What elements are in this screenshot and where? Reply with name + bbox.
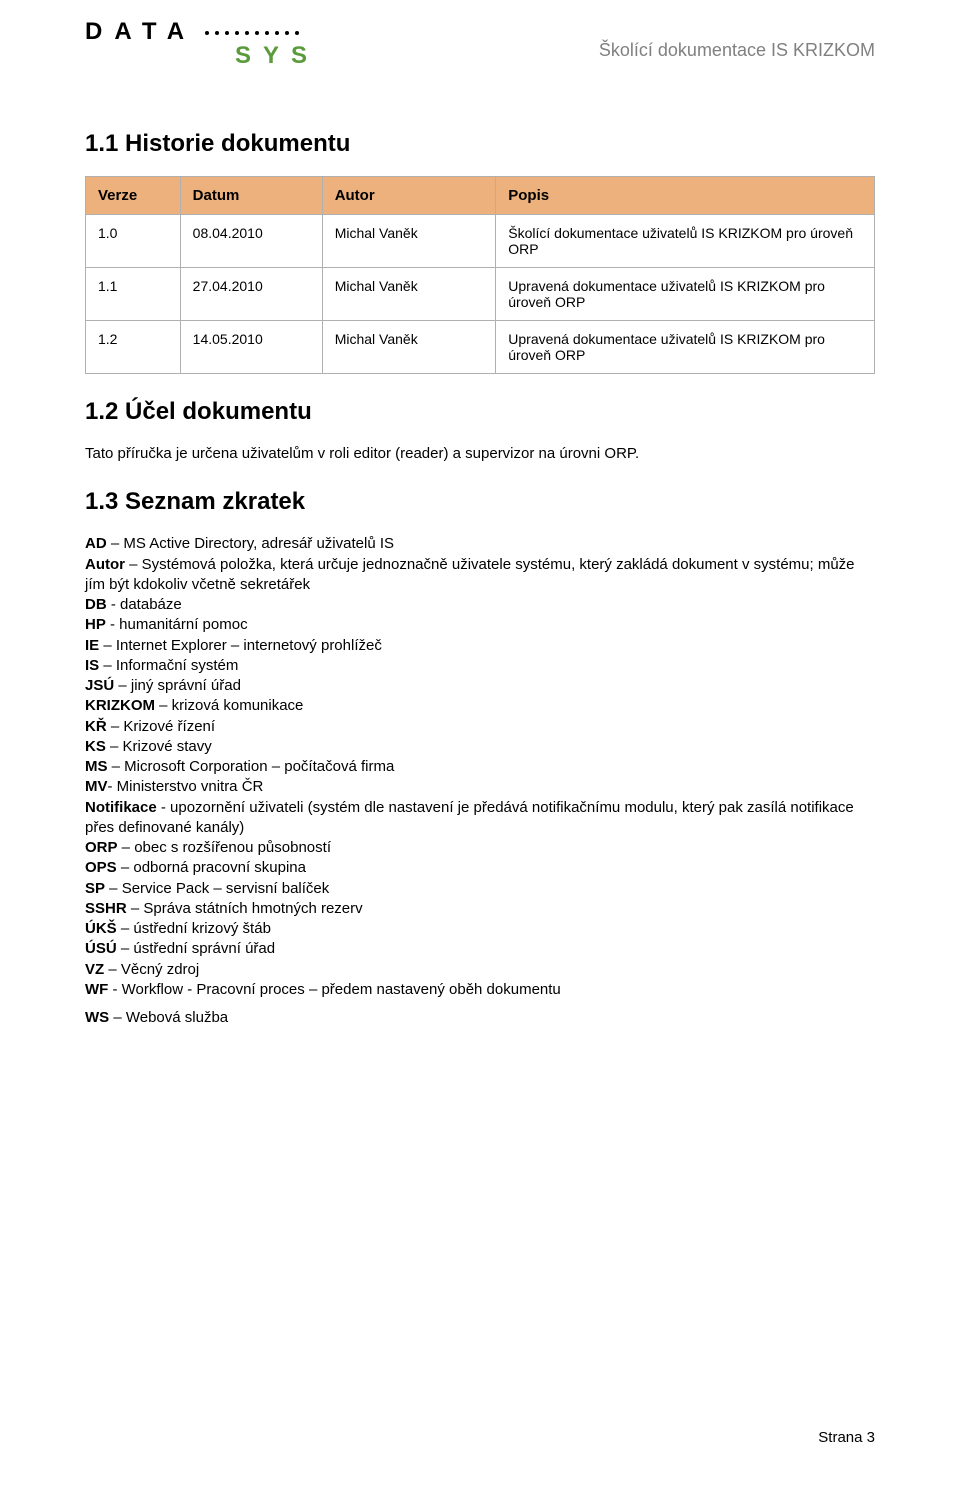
table-row: 1.008.04.2010Michal VaněkŠkolící dokumen… bbox=[86, 215, 875, 268]
abbrev-term: ORP bbox=[85, 839, 118, 856]
table-cell: 14.05.2010 bbox=[180, 321, 322, 374]
abbrev-term: OPS bbox=[85, 859, 117, 876]
section-heading-history: 1.1 Historie dokumentu bbox=[85, 130, 875, 158]
abbrev-item: DB - databáze bbox=[85, 595, 875, 615]
table-body: 1.008.04.2010Michal VaněkŠkolící dokumen… bbox=[86, 215, 875, 374]
section-heading-purpose: 1.2 Účel dokumentu bbox=[85, 398, 875, 426]
section-heading-abbrev: 1.3 Seznam zkratek bbox=[85, 488, 875, 516]
table-row: 1.127.04.2010Michal VaněkUpravená dokume… bbox=[86, 268, 875, 321]
table-cell: Upravená dokumentace uživatelů IS KRIZKO… bbox=[496, 321, 875, 374]
abbrev-definition: – Správa státních hmotných rezerv bbox=[127, 900, 363, 917]
document-body: 1.1 Historie dokumentu VerzeDatumAutorPo… bbox=[85, 130, 875, 1028]
abbrev-item: SSHR – Správa státních hmotných rezerv bbox=[85, 899, 875, 919]
abbrev-item: Notifikace - upozornění uživateli (systé… bbox=[85, 798, 875, 839]
table-column-header: Verze bbox=[86, 177, 181, 215]
table-cell: Michal Vaněk bbox=[322, 321, 496, 374]
abbrev-item: IE – Internet Explorer – internetový pro… bbox=[85, 636, 875, 656]
abbrev-definition: – Systémová položka, která určuje jednoz… bbox=[85, 556, 855, 593]
table-cell: 27.04.2010 bbox=[180, 268, 322, 321]
abbrev-item: KS – Krizové stavy bbox=[85, 737, 875, 757]
abbrev-term: WS bbox=[85, 1009, 109, 1026]
abbrev-definition: – Internet Explorer – internetový prohlí… bbox=[99, 637, 382, 654]
abbrev-definition: – obec s rozšířenou působností bbox=[118, 839, 331, 856]
table-cell: Michal Vaněk bbox=[322, 215, 496, 268]
logo-line1: DATA bbox=[85, 18, 196, 45]
abbrev-item: HP - humanitární pomoc bbox=[85, 615, 875, 635]
abbrev-item: Autor – Systémová položka, která určuje … bbox=[85, 555, 875, 596]
abbrev-item: ÚKŠ – ústřední krizový štáb bbox=[85, 919, 875, 939]
abbrev-item: WS – Webová služba bbox=[85, 1008, 875, 1028]
abbrev-definition: – Microsoft Corporation – počítačová fir… bbox=[108, 758, 395, 775]
abbrev-item: JSÚ – jiný správní úřad bbox=[85, 676, 875, 696]
abbrev-term: Notifikace bbox=[85, 799, 157, 816]
abbrev-definition: – Webová služba bbox=[109, 1009, 228, 1026]
abbrev-item: MS – Microsoft Corporation – počítačová … bbox=[85, 757, 875, 777]
history-table: VerzeDatumAutorPopis 1.008.04.2010Michal… bbox=[85, 176, 875, 374]
abbrev-term: JSÚ bbox=[85, 677, 114, 694]
table-column-header: Popis bbox=[496, 177, 875, 215]
abbrev-item: ORP – obec s rozšířenou působností bbox=[85, 838, 875, 858]
abbrev-term: MS bbox=[85, 758, 108, 775]
abbrev-item: KRIZKOM – krizová komunikace bbox=[85, 696, 875, 716]
abbrev-definition: – Krizové řízení bbox=[107, 718, 215, 735]
abbrev-definition: - Ministerstvo vnitra ČR bbox=[108, 778, 264, 795]
abbrev-definition: - Workflow - Pracovní proces – předem na… bbox=[108, 981, 560, 998]
table-header-row: VerzeDatumAutorPopis bbox=[86, 177, 875, 215]
abbrev-definition: – Informační systém bbox=[99, 657, 238, 674]
abbrev-term: IE bbox=[85, 637, 99, 654]
abbrev-definition: – jiný správní úřad bbox=[114, 677, 241, 694]
abbrev-item: MV- Ministerstvo vnitra ČR bbox=[85, 777, 875, 797]
table-row: 1.214.05.2010Michal VaněkUpravená dokume… bbox=[86, 321, 875, 374]
table-cell: 1.0 bbox=[86, 215, 181, 268]
table-cell: Michal Vaněk bbox=[322, 268, 496, 321]
table-column-header: Datum bbox=[180, 177, 322, 215]
abbrev-definition: – krizová komunikace bbox=[155, 697, 303, 714]
abbrev-definition: – Věcný zdroj bbox=[104, 961, 199, 978]
logo-text-sys: SYS bbox=[235, 42, 319, 70]
abbrev-term: IS bbox=[85, 657, 99, 674]
abbrev-item: SP – Service Pack – servisní balíček bbox=[85, 879, 875, 899]
abbrev-item: IS – Informační systém bbox=[85, 656, 875, 676]
abbrev-item: KŘ – Krizové řízení bbox=[85, 717, 875, 737]
purpose-paragraph: Tato příručka je určena uživatelům v rol… bbox=[85, 444, 875, 464]
table-cell: Upravená dokumentace uživatelů IS KRIZKO… bbox=[496, 268, 875, 321]
table-cell: 08.04.2010 bbox=[180, 215, 322, 268]
abbrev-term: ÚSÚ bbox=[85, 940, 117, 957]
abbrev-term: KS bbox=[85, 738, 106, 755]
abbrev-definition: – Krizové stavy bbox=[106, 738, 212, 755]
abbrev-item: WF - Workflow - Pracovní proces – předem… bbox=[85, 980, 875, 1000]
abbrev-term: WF bbox=[85, 981, 108, 998]
abbrev-term: KŘ bbox=[85, 718, 107, 735]
abbrev-term: HP bbox=[85, 616, 106, 633]
abbrev-definition: - upozornění uživateli (systém dle nasta… bbox=[85, 799, 854, 836]
abbrev-item: VZ – Věcný zdroj bbox=[85, 960, 875, 980]
abbrev-definition: – odborná pracovní skupina bbox=[117, 859, 306, 876]
abbrev-term: AD bbox=[85, 535, 107, 552]
table-column-header: Autor bbox=[322, 177, 496, 215]
abbrev-term: SSHR bbox=[85, 900, 127, 917]
abbrev-definition: - databáze bbox=[107, 596, 182, 613]
abbrev-term: MV bbox=[85, 778, 108, 795]
abbrev-definition: – ústřední správní úřad bbox=[117, 940, 275, 957]
company-logo: DATA SYS bbox=[85, 18, 319, 70]
abbrev-item: ÚSÚ – ústřední správní úřad bbox=[85, 939, 875, 959]
abbrev-item: AD – MS Active Directory, adresář uživat… bbox=[85, 534, 875, 554]
abbrev-term: KRIZKOM bbox=[85, 697, 155, 714]
abbrev-term: Autor bbox=[85, 556, 125, 573]
abbreviation-list: AD – MS Active Directory, adresář uživat… bbox=[85, 534, 875, 1028]
abbrev-definition: – MS Active Directory, adresář uživatelů… bbox=[107, 535, 394, 552]
abbrev-definition: – ústřední krizový štáb bbox=[117, 920, 271, 937]
table-cell: 1.1 bbox=[86, 268, 181, 321]
abbrev-term: DB bbox=[85, 596, 107, 613]
abbrev-term: ÚKŠ bbox=[85, 920, 117, 937]
abbrev-definition: – Service Pack – servisní balíček bbox=[105, 880, 329, 897]
abbrev-definition: - humanitární pomoc bbox=[106, 616, 248, 633]
abbrev-item: OPS – odborná pracovní skupina bbox=[85, 858, 875, 878]
table-cell: Školící dokumentace uživatelů IS KRIZKOM… bbox=[496, 215, 875, 268]
page-header-title: Školící dokumentace IS KRIZKOM bbox=[599, 40, 875, 61]
abbrev-term: SP bbox=[85, 880, 105, 897]
abbrev-term: VZ bbox=[85, 961, 104, 978]
page-footer: Strana 3 bbox=[818, 1429, 875, 1446]
table-cell: 1.2 bbox=[86, 321, 181, 374]
